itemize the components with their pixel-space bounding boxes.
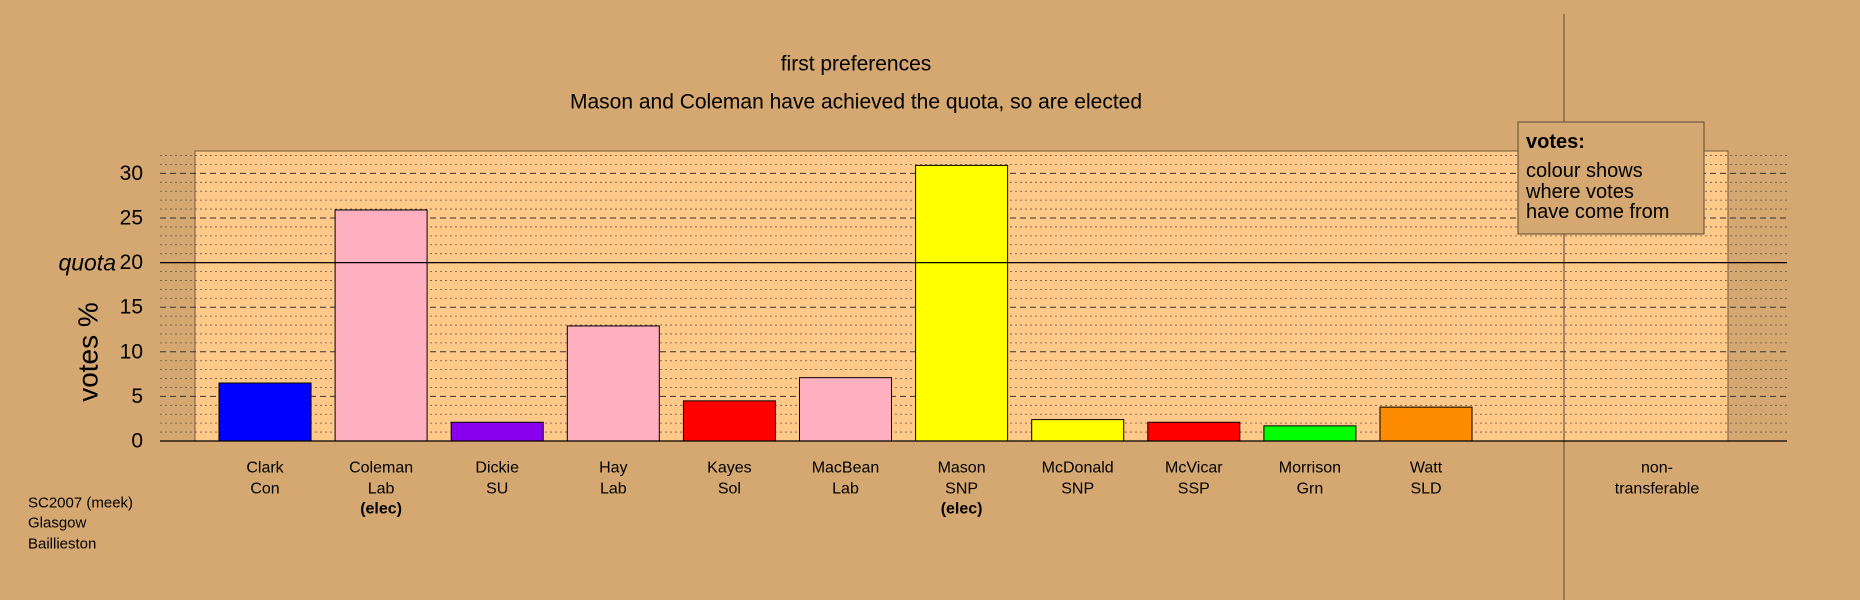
bar-watt (1379, 406, 1473, 442)
quota-label: quota (58, 250, 116, 276)
y-tick-label: 20 (120, 251, 143, 274)
y-tick-label: 15 (120, 296, 143, 319)
x-tick-labels: Clark Con Coleman Lab (elec) Dickie SU Hay Lab Ka… (246, 460, 1442, 518)
legend-title: votes: (1526, 131, 1585, 153)
y-tick-labels: 0 5 10 15 20 25 30 (120, 162, 143, 453)
bar-coleman (334, 209, 428, 442)
candidate-name-label: MacBean (812, 460, 880, 477)
candidate-name-label: Hay (599, 460, 627, 477)
legend-line: colour shows (1526, 160, 1643, 182)
candidate-name-label: Morrison (1279, 460, 1341, 477)
candidate-party-label: SU (486, 481, 508, 498)
candidate-party-label: Lab (832, 481, 859, 498)
bar-mcvicar (1147, 421, 1241, 442)
candidate-name-label: Coleman (349, 460, 413, 477)
chart-subtitle: Mason and Coleman have achieved the quot… (570, 91, 1142, 114)
candidate-party-label: SNP (1061, 481, 1094, 498)
candidate-party-label: SSP (1178, 481, 1210, 498)
source-line2: Glasgow (28, 515, 87, 532)
elected-label: (elec) (360, 501, 402, 518)
candidate-name-label: McDonald (1042, 460, 1114, 477)
candidate-name-label: McVicar (1165, 460, 1223, 477)
legend-box (1517, 121, 1705, 235)
candidate-name-label: Clark (246, 460, 284, 477)
candidate-party-label: Lab (600, 481, 627, 498)
bar-mason (915, 164, 1009, 442)
non-transferable-label-line1: non- (1641, 460, 1673, 477)
bar-dickie (450, 421, 544, 442)
candidate-name-label: Watt (1410, 460, 1443, 477)
candidate-party-label: Lab (368, 481, 395, 498)
y-tick-label: 25 (120, 207, 143, 230)
chart-title: first preferences (781, 53, 932, 76)
candidate-party-label: SLD (1410, 481, 1441, 498)
candidate-party-label: SNP (945, 481, 978, 498)
elected-label: (elec) (941, 501, 983, 518)
y-tick-label: 5 (131, 385, 143, 408)
candidate-party-label: Sol (718, 481, 741, 498)
candidate-name-label: Mason (938, 460, 986, 477)
bar-macbean (799, 377, 892, 442)
candidate-name-label: Kayes (707, 460, 751, 477)
non-transferable-label-line2: transferable (1615, 481, 1700, 498)
y-axis-label: votes % (73, 302, 104, 402)
bar-mcdonald (1031, 419, 1125, 442)
bar-hay (566, 325, 660, 442)
legend-line: have come from (1526, 201, 1669, 223)
y-tick-label: 30 (120, 162, 143, 185)
bar-clark (218, 382, 312, 442)
bars (218, 164, 1473, 442)
source-line1: SC2007 (meek) (28, 495, 133, 512)
candidate-party-label: Con (250, 481, 279, 498)
candidate-name-label: Dickie (475, 460, 519, 477)
bar-morrison (1263, 425, 1357, 442)
candidate-party-label: Grn (1297, 481, 1324, 498)
bar-kayes (682, 400, 776, 442)
source-line3: Baillieston (28, 536, 96, 553)
legend: votes: colour shows where votes have com… (1517, 121, 1705, 235)
legend-line: where votes (1525, 181, 1634, 203)
y-tick-label: 0 (131, 430, 143, 453)
y-tick-label: 10 (120, 340, 143, 363)
